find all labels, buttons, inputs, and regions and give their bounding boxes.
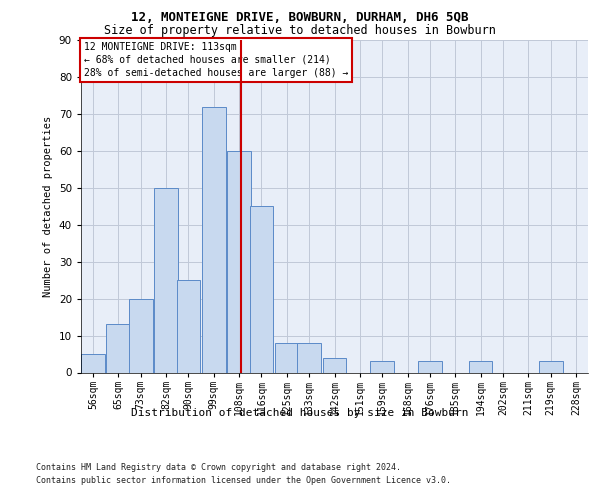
Text: Size of property relative to detached houses in Bowburn: Size of property relative to detached ho… <box>104 24 496 37</box>
Bar <box>81 354 105 372</box>
Bar <box>539 362 563 372</box>
Text: Contains public sector information licensed under the Open Government Licence v3: Contains public sector information licen… <box>36 476 451 485</box>
Bar <box>275 343 299 372</box>
Bar <box>469 362 493 372</box>
Y-axis label: Number of detached properties: Number of detached properties <box>43 116 53 297</box>
Bar <box>370 362 394 372</box>
Bar <box>227 151 251 372</box>
Text: Contains HM Land Registry data © Crown copyright and database right 2024.: Contains HM Land Registry data © Crown c… <box>36 462 401 471</box>
Bar <box>106 324 130 372</box>
Bar <box>202 106 226 372</box>
Bar <box>129 298 152 372</box>
Text: 12, MONTEIGNE DRIVE, BOWBURN, DURHAM, DH6 5QB: 12, MONTEIGNE DRIVE, BOWBURN, DURHAM, DH… <box>131 11 469 24</box>
Text: 12 MONTEIGNE DRIVE: 113sqm
← 68% of detached houses are smaller (214)
28% of sem: 12 MONTEIGNE DRIVE: 113sqm ← 68% of deta… <box>83 42 348 78</box>
Text: Distribution of detached houses by size in Bowburn: Distribution of detached houses by size … <box>131 408 469 418</box>
Bar <box>297 343 321 372</box>
Bar <box>250 206 274 372</box>
Bar <box>176 280 200 372</box>
Bar <box>323 358 346 372</box>
Bar <box>154 188 178 372</box>
Bar <box>418 362 442 372</box>
